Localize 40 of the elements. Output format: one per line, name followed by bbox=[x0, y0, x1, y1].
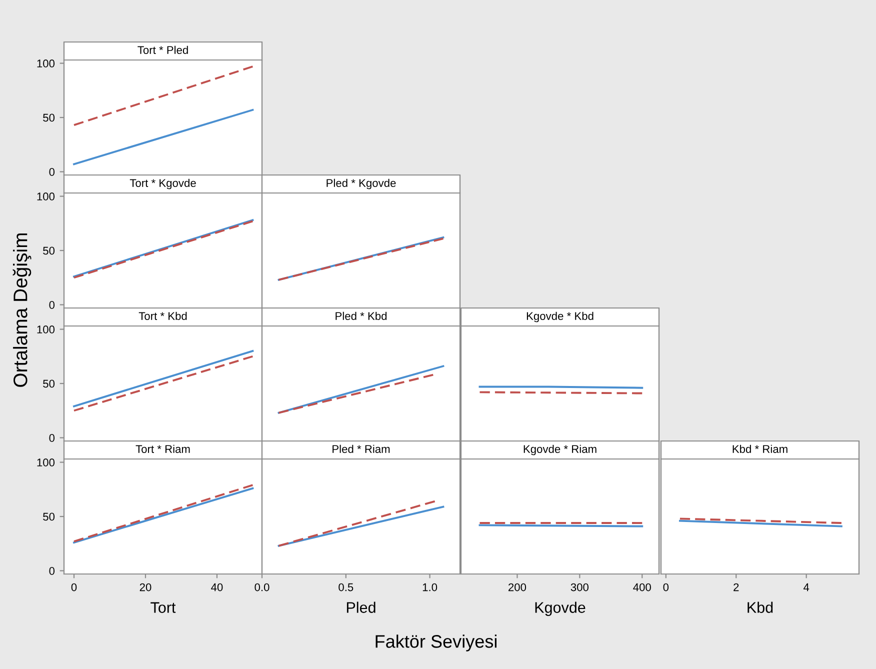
chart-title: Tort * Kbd bbox=[138, 312, 187, 320]
chart-title: Pled * Kgovde bbox=[326, 178, 396, 190]
y-tick-label: 100 bbox=[37, 326, 55, 334]
x-tick-label: 2 bbox=[734, 583, 739, 592]
y-axis-title: Ortalama Değişim bbox=[12, 233, 32, 387]
y-tick-label: 50 bbox=[43, 512, 55, 521]
y-tick-label: 0 bbox=[49, 567, 55, 575]
y-tick-label: 50 bbox=[43, 246, 55, 255]
y-tick-label: 0 bbox=[49, 434, 55, 442]
x-axis-title: Tort bbox=[150, 602, 176, 613]
chart-title: Pled * Riam bbox=[332, 444, 390, 453]
x-axis-title: Kbd bbox=[748, 602, 773, 613]
chart-title: Tort * Kgovde bbox=[130, 178, 196, 190]
x-tick-label: 1.0 bbox=[422, 583, 438, 592]
y-tick-label: 50 bbox=[43, 380, 55, 388]
y-tick-label: 100 bbox=[37, 60, 55, 68]
chart-title: Tort * Riam bbox=[136, 444, 190, 453]
x-tick-label: 400 bbox=[633, 583, 651, 592]
x-tick-label: 200 bbox=[508, 583, 526, 592]
chart-title: Kbd * Riam bbox=[732, 444, 788, 453]
x-tick-label: 0 bbox=[71, 583, 77, 592]
text: Faktör Seviyesi bbox=[376, 634, 496, 652]
x-tick-label: 40 bbox=[211, 583, 223, 592]
x-axis-title: Pled bbox=[346, 602, 376, 613]
x-tick-label: 20 bbox=[140, 583, 152, 592]
x-tick-label: 0.5 bbox=[338, 583, 354, 592]
x-tick-label: 300 bbox=[570, 583, 589, 592]
y-tick-label: 50 bbox=[43, 114, 55, 122]
chart-title: Tort * Pled bbox=[138, 46, 188, 54]
y-tick-label: 0 bbox=[49, 301, 55, 309]
y-tick-label: 0 bbox=[49, 168, 55, 176]
chart-title: Pled * Kbd bbox=[336, 312, 387, 320]
chart-title: Kgovde * Riam bbox=[524, 444, 596, 456]
x-axis-title: Kgovde bbox=[535, 602, 586, 616]
y-tick-label: 100 bbox=[37, 192, 55, 200]
x-tick-label: 0 bbox=[663, 583, 669, 592]
x-tick-label: 0.0 bbox=[254, 583, 270, 592]
y-tick-label: 100 bbox=[37, 458, 55, 466]
chart-title: Kgovde * Kbd bbox=[526, 312, 594, 322]
x-tick-label: 4 bbox=[804, 583, 810, 592]
